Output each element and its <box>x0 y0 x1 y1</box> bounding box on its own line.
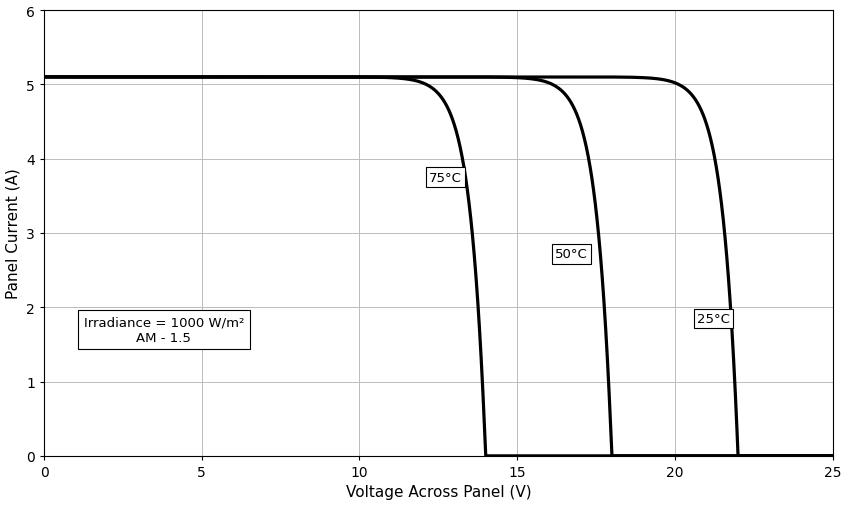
Text: 25°C: 25°C <box>697 312 730 325</box>
Y-axis label: Panel Current (A): Panel Current (A) <box>6 168 20 299</box>
Text: 75°C: 75°C <box>429 171 462 184</box>
X-axis label: Voltage Across Panel (V): Voltage Across Panel (V) <box>346 484 531 499</box>
Text: Irradiance = 1000 W/m²
AM - 1.5: Irradiance = 1000 W/m² AM - 1.5 <box>84 316 244 344</box>
Text: 50°C: 50°C <box>555 248 588 261</box>
